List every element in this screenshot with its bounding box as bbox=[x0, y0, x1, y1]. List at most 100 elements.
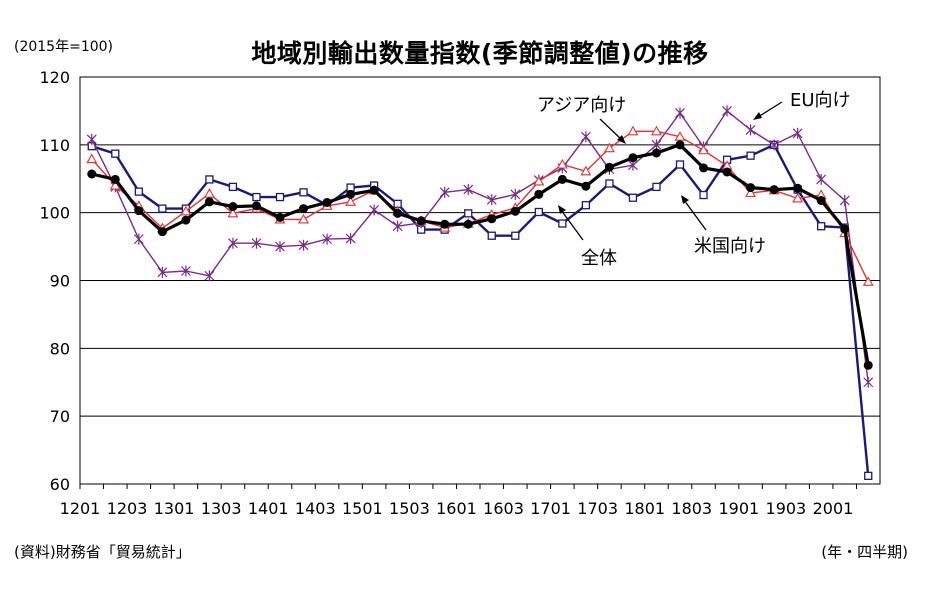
point-us bbox=[605, 179, 614, 188]
arrowhead-asia bbox=[617, 135, 626, 144]
chart-title: 地域別輸出数量指数(季節調整値)の推移 bbox=[251, 39, 709, 68]
point-eu bbox=[180, 265, 191, 277]
point-asia bbox=[227, 207, 239, 218]
point-total bbox=[299, 204, 309, 214]
point-eu bbox=[322, 233, 332, 245]
arrowhead-total bbox=[558, 205, 566, 214]
x-tick-label: 2001 bbox=[813, 499, 854, 518]
point-eu bbox=[745, 124, 756, 136]
point-us bbox=[534, 207, 543, 217]
point-total bbox=[840, 224, 850, 234]
y-tick-label: 90 bbox=[50, 272, 70, 291]
point-asia bbox=[651, 125, 662, 136]
y-axis-ticks: 60 70 80 90 100 110 120 bbox=[39, 68, 70, 494]
x-tick-label: 1201 bbox=[60, 499, 101, 518]
point-total bbox=[581, 181, 591, 191]
point-total bbox=[604, 162, 614, 172]
annotation-eu: EU向け bbox=[790, 90, 851, 111]
point-eu bbox=[392, 220, 403, 232]
point-total bbox=[816, 195, 826, 205]
x-tick-label: 1703 bbox=[577, 499, 618, 518]
arrowhead-eu bbox=[753, 112, 762, 120]
point-us bbox=[464, 209, 473, 218]
point-asia bbox=[556, 158, 568, 169]
x-tick-label: 1503 bbox=[389, 499, 430, 518]
point-eu bbox=[86, 133, 97, 145]
point-us bbox=[817, 222, 826, 231]
point-eu bbox=[463, 184, 474, 196]
point-total bbox=[440, 219, 450, 229]
arrow-eu bbox=[757, 101, 783, 118]
point-total bbox=[793, 183, 803, 193]
point-eu bbox=[510, 188, 521, 200]
arrow-asia bbox=[599, 118, 623, 141]
point-total bbox=[746, 183, 756, 193]
point-us bbox=[487, 231, 496, 240]
y-tick-label: 100 bbox=[39, 204, 70, 223]
point-eu bbox=[228, 237, 238, 249]
x-tick-label: 1501 bbox=[342, 499, 383, 518]
point-us bbox=[252, 192, 261, 202]
point-asia bbox=[298, 213, 309, 224]
point-total bbox=[204, 197, 214, 207]
point-us bbox=[864, 471, 873, 481]
x-tick-label: 1603 bbox=[483, 499, 524, 518]
point-us bbox=[158, 204, 167, 213]
x-tick-label: 1301 bbox=[154, 499, 195, 518]
point-total bbox=[251, 201, 261, 211]
point-asia bbox=[792, 192, 804, 203]
point-total bbox=[651, 148, 661, 158]
point-eu bbox=[345, 232, 356, 244]
point-eu bbox=[722, 105, 732, 117]
point-total bbox=[134, 206, 144, 216]
x-tick-label: 1203 bbox=[107, 499, 148, 518]
point-total bbox=[769, 185, 779, 195]
point-total bbox=[157, 227, 167, 237]
x-tick-label: 1403 bbox=[295, 499, 336, 518]
period-label: (年・四半期) bbox=[821, 543, 908, 561]
source-note: (資料)財務省「貿易統計」 bbox=[14, 543, 191, 561]
series-layer bbox=[86, 105, 874, 481]
point-asia bbox=[533, 175, 545, 186]
point-total bbox=[369, 185, 379, 195]
point-total bbox=[393, 208, 403, 218]
point-us bbox=[275, 192, 285, 202]
point-eu bbox=[275, 241, 285, 253]
y-tick-label: 60 bbox=[50, 475, 70, 494]
point-total bbox=[699, 163, 709, 173]
x-tick-label: 1901 bbox=[718, 499, 759, 518]
point-total bbox=[510, 206, 520, 216]
point-us bbox=[511, 231, 520, 240]
point-us bbox=[111, 149, 120, 158]
point-eu bbox=[133, 233, 144, 245]
x-tick-label: 1803 bbox=[671, 499, 712, 518]
point-asia bbox=[627, 125, 639, 136]
point-us bbox=[205, 175, 214, 184]
series-line-total bbox=[91, 143, 870, 366]
point-total bbox=[228, 202, 238, 212]
annotation-arrows bbox=[558, 101, 783, 241]
arrow-us bbox=[683, 199, 707, 231]
x-axis-ticks: 1201 1203 1301 1303 1401 1403 1501 1503 1601 1603… bbox=[60, 484, 857, 518]
annotation-us: 米国向け bbox=[694, 236, 766, 257]
point-asia bbox=[745, 187, 757, 198]
point-eu bbox=[439, 186, 450, 198]
annotation-asia: アジア向け bbox=[537, 95, 626, 116]
x-tick-label: 1801 bbox=[624, 499, 665, 518]
arrowhead-us bbox=[681, 195, 689, 204]
point-total bbox=[87, 169, 97, 179]
x-tick-label: 1701 bbox=[530, 499, 571, 518]
point-eu bbox=[251, 237, 262, 249]
point-total bbox=[275, 212, 285, 222]
point-us bbox=[228, 182, 238, 192]
x-tick-label: 1401 bbox=[248, 499, 289, 518]
x-tick-label: 1903 bbox=[766, 499, 807, 518]
point-asia bbox=[580, 165, 592, 176]
point-us bbox=[581, 201, 591, 210]
point-us bbox=[299, 188, 308, 197]
point-total bbox=[416, 216, 426, 226]
series-line-us bbox=[91, 143, 870, 477]
point-asia bbox=[603, 142, 615, 153]
point-eu bbox=[675, 107, 685, 119]
x-tick-label: 1601 bbox=[436, 499, 477, 518]
